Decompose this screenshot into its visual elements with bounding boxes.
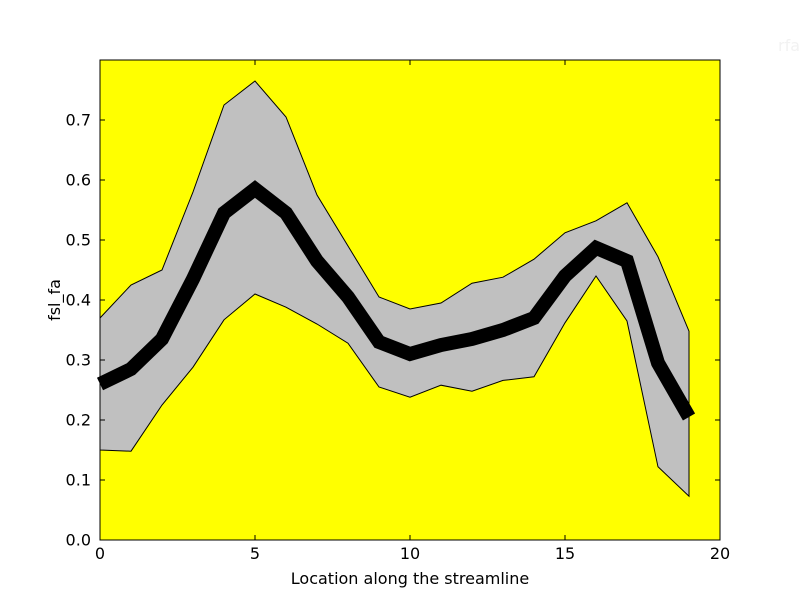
y-tick-label: 0.7 xyxy=(66,111,91,130)
confidence-band xyxy=(99,80,690,498)
x-tick-label: 15 xyxy=(555,544,575,563)
x-axis-label: Location along the streamline xyxy=(291,569,529,588)
y-tick-label: 0.2 xyxy=(66,411,91,430)
axis-ticks: 0 5 10 15 20 0.0 0.1 0.2 0.3 0.4 0.5 0.6 0.7 xyxy=(66,60,730,563)
x-tick-label: 5 xyxy=(250,544,260,563)
x-tick-label: 10 xyxy=(400,544,420,563)
y-tick-label: 0.4 xyxy=(66,291,91,310)
y-tick-label: 0.3 xyxy=(66,351,91,370)
y-tick-label: 0.1 xyxy=(66,471,91,490)
band-area xyxy=(99,80,690,498)
mean-line xyxy=(96,180,696,421)
y-tick-label: 0.5 xyxy=(66,231,91,250)
mean-line-layer xyxy=(96,180,696,421)
y-tick-label: 0.6 xyxy=(66,171,91,190)
corner-label: rfa xyxy=(777,36,800,55)
x-tick-label: 20 xyxy=(710,544,730,563)
y-tick-label: 0.0 xyxy=(66,531,91,550)
y-axis-label: fsl_fa xyxy=(45,279,65,321)
x-tick-label: 0 xyxy=(95,544,105,563)
